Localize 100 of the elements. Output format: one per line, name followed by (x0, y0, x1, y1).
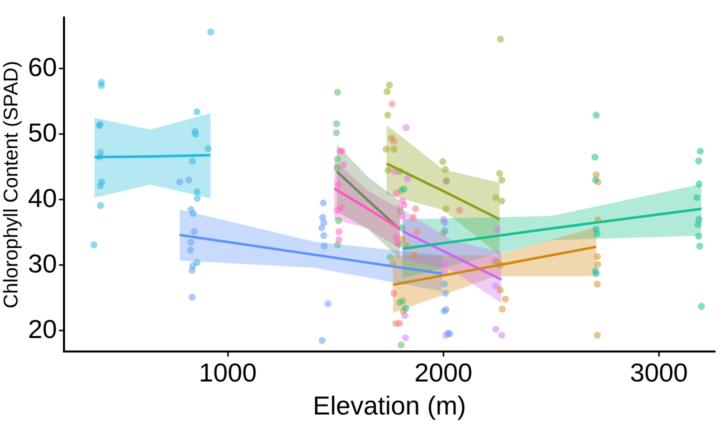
point (498, 332, 506, 339)
point (97, 202, 104, 210)
point (334, 156, 342, 163)
point (176, 178, 184, 186)
point (696, 242, 704, 250)
point (492, 282, 500, 290)
point (492, 194, 500, 202)
point (412, 205, 420, 212)
point (193, 188, 200, 196)
point (498, 176, 506, 184)
point (320, 242, 328, 250)
point (194, 194, 201, 202)
point (334, 164, 341, 172)
y-tick-label: 50 (28, 117, 57, 148)
x-tick-label: 3000 (630, 357, 688, 388)
point (384, 112, 392, 119)
point (442, 166, 449, 174)
point (594, 332, 601, 339)
point (335, 217, 342, 224)
point (695, 232, 702, 240)
point (390, 138, 398, 145)
point (192, 130, 199, 138)
point (494, 226, 501, 233)
point (398, 342, 405, 349)
x-tick-label: 1000 (198, 357, 257, 388)
point (320, 219, 328, 226)
point (440, 280, 448, 288)
point (318, 224, 326, 232)
point (333, 120, 340, 128)
point (441, 219, 448, 226)
point (392, 190, 400, 197)
point (204, 145, 212, 152)
point (695, 158, 702, 165)
point (402, 334, 410, 342)
point (591, 154, 598, 161)
point (594, 253, 601, 260)
point (187, 238, 194, 246)
point (386, 82, 393, 89)
x-tick-label: 2000 (414, 357, 472, 388)
point (336, 236, 343, 244)
point (502, 296, 509, 303)
point (193, 108, 200, 116)
point (696, 180, 703, 188)
point (320, 199, 327, 206)
point (392, 234, 400, 242)
point (594, 280, 601, 288)
point (696, 148, 704, 155)
point (193, 259, 200, 266)
point (694, 221, 702, 228)
point (593, 230, 600, 238)
point (402, 304, 410, 312)
point (382, 146, 390, 153)
point (332, 129, 340, 136)
point (399, 235, 406, 242)
point (399, 298, 406, 305)
point (698, 302, 705, 310)
x-axis-title: Elevation (m) (312, 390, 466, 421)
point (320, 232, 328, 240)
point (334, 88, 342, 96)
point (410, 252, 418, 259)
point (439, 158, 446, 166)
point (186, 246, 194, 254)
point (185, 176, 192, 184)
y-tick-label: 30 (28, 248, 57, 278)
y-tick-label: 20 (28, 314, 57, 344)
point (693, 194, 700, 202)
point (498, 306, 506, 313)
point (96, 182, 104, 190)
point (414, 228, 421, 236)
point (318, 336, 326, 344)
point (207, 28, 214, 36)
point (404, 175, 412, 182)
point (190, 228, 198, 236)
point (188, 294, 196, 301)
point (442, 290, 450, 297)
point (390, 290, 398, 297)
point (338, 204, 346, 212)
point (442, 260, 449, 268)
point (190, 210, 197, 217)
point (442, 205, 450, 212)
point (492, 326, 500, 333)
point (456, 206, 464, 214)
y-tick-label: 60 (28, 52, 57, 82)
point (496, 286, 504, 294)
y-axis-title: Chlorophyll Content (SPAD) (0, 60, 23, 308)
point (496, 170, 504, 177)
y-tick-label: 40 (28, 182, 57, 213)
point (188, 158, 196, 165)
point (386, 254, 394, 261)
point (334, 181, 342, 188)
point (396, 320, 404, 327)
point (188, 266, 196, 274)
point (398, 212, 406, 220)
point (336, 228, 343, 236)
point (324, 300, 332, 308)
point (592, 270, 600, 278)
point (498, 197, 506, 204)
point (340, 161, 347, 168)
point (388, 100, 396, 108)
point (592, 112, 600, 119)
